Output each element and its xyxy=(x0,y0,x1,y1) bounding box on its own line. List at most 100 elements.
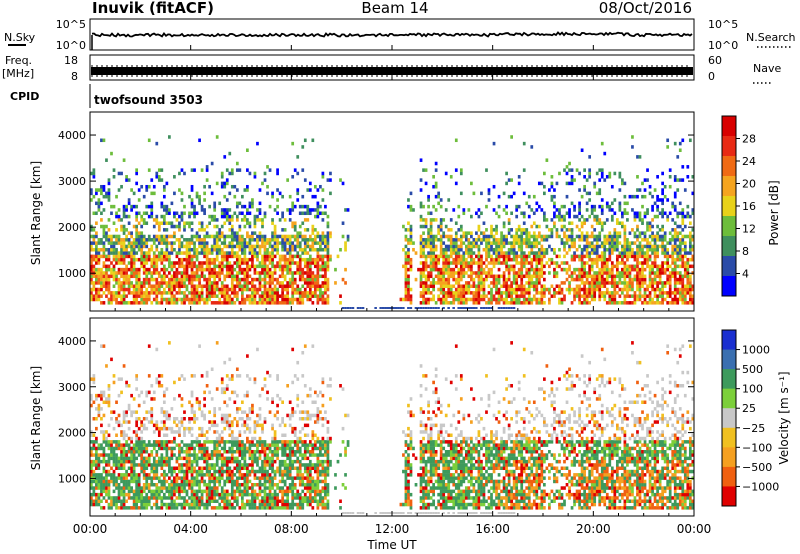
heatmap-cell xyxy=(507,251,511,255)
heatmap-cell xyxy=(525,297,529,302)
heatmap-cell xyxy=(429,247,433,252)
heatmap-cell xyxy=(454,221,458,225)
heatmap-cell xyxy=(678,277,682,282)
heatmap-cell xyxy=(117,476,121,480)
heatmap-cell xyxy=(608,281,612,285)
heatmap-cell xyxy=(681,287,685,292)
heatmap-cell xyxy=(301,257,305,262)
heatmap-cell xyxy=(203,238,206,242)
heatmap-cell xyxy=(125,433,128,437)
heatmap-cell xyxy=(313,294,317,298)
heatmap-cell xyxy=(691,294,695,298)
ground-scatter-cell xyxy=(464,307,468,309)
heatmap-cell xyxy=(102,469,106,474)
heatmap-cell xyxy=(427,291,430,295)
heatmap-cell xyxy=(324,291,327,295)
heatmap-cell xyxy=(135,251,139,255)
heatmap-cell xyxy=(603,238,607,242)
heatmap-cell xyxy=(301,271,305,275)
heatmap-cell xyxy=(110,479,113,484)
heatmap-cell xyxy=(527,238,531,242)
heatmap-cell xyxy=(510,267,513,272)
heatmap-cell xyxy=(595,271,599,275)
heatmap-cell xyxy=(241,238,244,242)
heatmap-cell xyxy=(540,291,544,295)
heatmap-cell xyxy=(223,284,227,288)
heatmap-cell xyxy=(210,294,214,298)
heatmap-cell xyxy=(437,294,441,298)
heatmap-cell xyxy=(137,291,141,295)
heatmap-cell xyxy=(540,284,544,288)
heatmap-cell xyxy=(198,291,201,295)
heatmap-cell xyxy=(407,238,410,242)
heatmap-cell xyxy=(311,231,315,235)
heatmap-cell xyxy=(200,284,204,288)
heatmap-cell xyxy=(105,486,108,490)
heatmap-cell xyxy=(200,221,204,225)
heatmap-cell xyxy=(495,224,498,229)
heatmap-cell xyxy=(326,254,330,259)
heatmap-cell xyxy=(225,211,229,216)
heatmap-cell xyxy=(243,274,247,279)
heatmap-cell xyxy=(548,297,551,302)
heatmap-cell xyxy=(537,277,541,282)
heatmap-cell xyxy=(414,251,418,255)
heatmap-cell xyxy=(472,284,476,288)
heatmap-cell xyxy=(120,287,123,292)
heatmap-cell xyxy=(658,274,662,279)
heatmap-cell xyxy=(173,261,176,265)
heatmap-cell xyxy=(678,201,682,206)
heatmap-cell xyxy=(432,277,435,282)
heatmap-cell xyxy=(409,241,413,245)
heatmap-cell xyxy=(185,274,189,279)
heatmap-cell xyxy=(585,218,589,222)
heatmap-cell xyxy=(127,291,131,295)
heatmap-cell xyxy=(676,271,680,275)
heatmap-cell xyxy=(203,211,206,216)
heatmap-cell xyxy=(127,436,131,441)
heatmap-cell xyxy=(507,274,511,279)
heatmap-cell xyxy=(432,261,435,265)
heatmap-cell xyxy=(517,261,521,265)
heatmap-cell xyxy=(646,228,649,232)
heatmap-cell xyxy=(656,234,659,239)
heatmap-cell xyxy=(643,214,647,219)
heatmap-cell xyxy=(127,492,131,497)
ground-scatter-cell xyxy=(502,307,506,309)
heatmap-cell xyxy=(225,234,229,239)
heatmap-cell xyxy=(527,291,531,295)
heatmap-cell xyxy=(686,257,690,262)
heatmap-cell xyxy=(117,420,121,424)
heatmap-cell xyxy=(135,224,139,229)
heatmap-cell xyxy=(452,241,456,245)
heatmap-cell xyxy=(583,188,586,192)
heatmap-cell xyxy=(225,287,229,292)
heatmap-cell xyxy=(510,281,513,285)
heatmap-cell xyxy=(570,231,574,235)
heatmap-cell xyxy=(132,191,136,196)
heatmap-cell xyxy=(140,469,144,474)
heatmap-cell xyxy=(648,274,652,279)
heatmap-cell xyxy=(102,277,106,282)
heatmap-cell xyxy=(137,294,141,298)
heatmap-cell xyxy=(344,267,347,272)
heatmap-cell xyxy=(162,287,166,292)
heatmap-cell xyxy=(213,204,217,209)
heatmap-cell xyxy=(651,238,654,242)
heatmap-cell xyxy=(135,489,139,494)
heatmap-cell xyxy=(656,297,659,302)
heatmap-cell xyxy=(220,294,224,298)
heatmap-cell xyxy=(578,287,581,292)
heatmap-cell xyxy=(553,294,556,298)
heatmap-cell xyxy=(135,234,139,239)
heatmap-cell xyxy=(235,291,239,295)
heatmap-cell xyxy=(671,204,675,209)
heatmap-cell xyxy=(512,277,516,282)
heatmap-cell xyxy=(95,417,98,421)
heatmap-cell xyxy=(298,291,302,295)
heatmap-cell xyxy=(110,238,113,242)
heatmap-cell xyxy=(464,284,468,288)
heatmap-cell xyxy=(585,301,589,305)
heatmap-cell xyxy=(631,267,634,272)
heatmap-cell xyxy=(215,234,219,239)
